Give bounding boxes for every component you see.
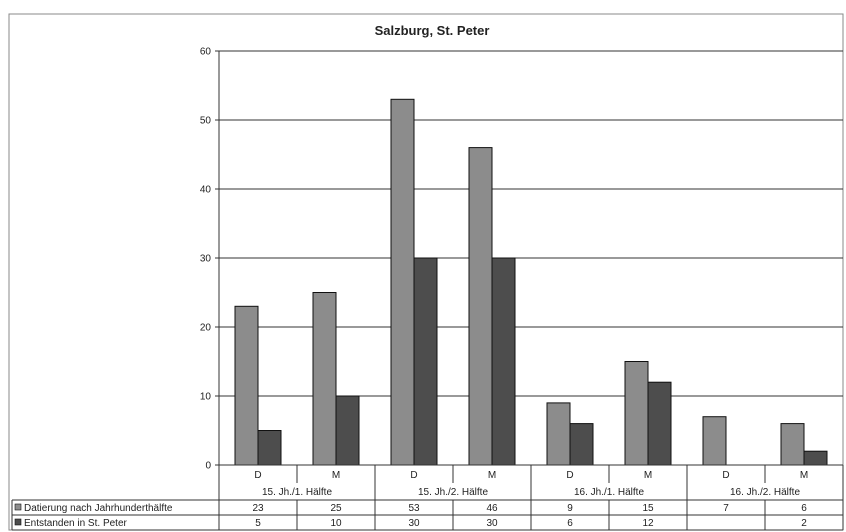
category-label-1: M xyxy=(332,470,340,481)
data-label-1-4: 6 xyxy=(567,518,573,529)
group-label-3: 16. Jh./2. Hälfte xyxy=(730,487,800,498)
category-label-7: M xyxy=(800,470,808,481)
bar-datierung-7 xyxy=(780,423,805,466)
bar-datierung-0 xyxy=(234,305,259,466)
y-tick-label-30: 30 xyxy=(200,254,212,265)
data-label-0-3: 46 xyxy=(486,503,498,514)
data-label-0-1: 25 xyxy=(330,503,342,514)
y-tick-label-60: 60 xyxy=(200,47,212,58)
legend-label-1: Entstanden in St. Peter xyxy=(24,518,128,529)
data-label-1-5: 12 xyxy=(642,518,654,529)
category-label-6: D xyxy=(722,470,729,481)
data-label-0-7: 6 xyxy=(801,503,807,514)
bar-datierung-5 xyxy=(624,361,649,466)
data-label-1-0: 5 xyxy=(255,518,261,529)
y-axis: 0 10 20 30 40 50 60 xyxy=(200,47,220,472)
y-tick-label-20: 20 xyxy=(200,323,212,334)
legend-key-0 xyxy=(14,503,22,511)
legend-label-0: Datierung nach Jahrhunderthälfte xyxy=(24,503,173,514)
bar-datierung-4 xyxy=(546,402,571,466)
data-label-0-4: 9 xyxy=(567,503,573,514)
data-table: D M D M D M D M15. Jh./1. Hälfte 15. Jh./2. Hälf… xyxy=(11,464,844,531)
data-label-0-2: 53 xyxy=(408,503,420,514)
bar-entstanden-1 xyxy=(335,395,360,466)
data-label-0-6: 7 xyxy=(723,503,729,514)
data-label-1-1: 10 xyxy=(330,518,342,529)
bar-datierung-2 xyxy=(390,98,415,466)
y-tick-label-10: 10 xyxy=(200,392,212,403)
category-label-2: D xyxy=(410,470,417,481)
bar-entstanden-2 xyxy=(413,257,438,466)
group-label-1: 15. Jh./2. Hälfte xyxy=(418,487,488,498)
y-tick-label-0: 0 xyxy=(205,461,211,472)
data-label-1-2: 30 xyxy=(408,518,420,529)
chart-title: Salzburg, St. Peter xyxy=(375,23,490,38)
bar-datierung-1 xyxy=(312,292,337,466)
bar-entstanden-3 xyxy=(491,257,516,466)
data-label-1-3: 30 xyxy=(486,518,498,529)
data-label-1-7: 2 xyxy=(801,518,807,529)
category-label-0: D xyxy=(254,470,261,481)
data-label-0-5: 15 xyxy=(642,503,654,514)
y-tick-label-50: 50 xyxy=(200,116,212,127)
category-label-4: D xyxy=(566,470,573,481)
bar-entstanden-4 xyxy=(569,423,594,466)
bar-datierung-3 xyxy=(468,147,493,466)
category-label-3: M xyxy=(488,470,496,481)
bar-entstanden-0 xyxy=(257,430,282,466)
bar-entstanden-5 xyxy=(647,381,672,466)
bars xyxy=(234,98,828,466)
bar-datierung-6 xyxy=(702,416,727,466)
bar-entstanden-7 xyxy=(803,450,828,466)
data-label-0-0: 23 xyxy=(252,503,264,514)
category-label-5: M xyxy=(644,470,652,481)
group-label-2: 16. Jh./1. Hälfte xyxy=(574,487,644,498)
y-tick-label-40: 40 xyxy=(200,185,212,196)
group-label-0: 15. Jh./1. Hälfte xyxy=(262,487,332,498)
legend-key-1 xyxy=(14,518,22,526)
